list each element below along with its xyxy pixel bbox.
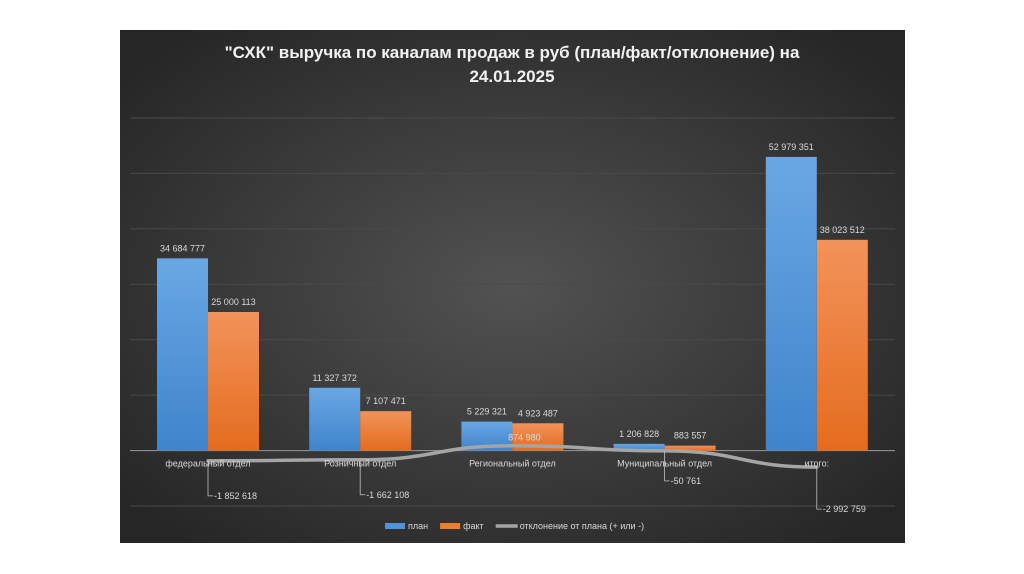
legend-label: отклонение от плана (+ или -): [520, 521, 644, 531]
data-label-fact: 25 000 113: [211, 297, 255, 307]
chart-svg: "СХК" выручка по каналам продаж в руб (п…: [120, 30, 905, 543]
data-label-fact: 38 023 512: [820, 225, 865, 235]
legend-label: план: [408, 521, 428, 531]
data-label-deviation: -1 662 108: [366, 490, 409, 500]
data-label-plan: 11 327 372: [313, 373, 357, 383]
bar-plan: [157, 258, 208, 451]
data-label-fact: 4 923 487: [518, 408, 558, 418]
data-label-deviation: -1 852 618: [214, 491, 257, 501]
x-tick-label: Региональный отдел: [469, 459, 556, 469]
leader-line: [816, 467, 822, 510]
data-label-plan: 5 229 321: [467, 407, 507, 417]
data-label-plan: 52 979 351: [769, 142, 814, 152]
bar-fact: [816, 239, 868, 451]
data-label-plan: 1 206 828: [619, 429, 659, 439]
data-label-deviation: -50 761: [671, 476, 702, 486]
leader-line: [207, 460, 213, 497]
bar-plan: [613, 443, 665, 451]
bar-plan: [765, 156, 817, 451]
legend-label: факт: [463, 521, 484, 531]
data-label-fact: 7 107 471: [366, 396, 406, 406]
data-label-fact: 883 557: [674, 431, 707, 441]
data-label-deviation: 874 980: [508, 433, 541, 443]
leader-line: [359, 459, 366, 496]
deviation-point: [510, 444, 514, 448]
bar-fact: [208, 311, 259, 451]
bar-fact: [360, 411, 412, 451]
legend-swatch: [440, 523, 461, 529]
data-label-deviation: -2 992 759: [823, 504, 866, 514]
legend-swatch: [385, 523, 405, 529]
chart-area: "СХК" выручка по каналам продаж в руб (п…: [120, 30, 905, 543]
x-tick-label: итого:: [804, 459, 829, 469]
data-label-plan: 34 684 777: [160, 243, 205, 253]
chart-title-line1: "СХК" выручка по каналам продаж в руб (п…: [225, 43, 800, 62]
chart-title-line2: 24.01.2025: [469, 67, 554, 86]
bar-fact: [664, 445, 716, 451]
bar-plan: [309, 387, 361, 451]
leader-line: [664, 450, 670, 482]
